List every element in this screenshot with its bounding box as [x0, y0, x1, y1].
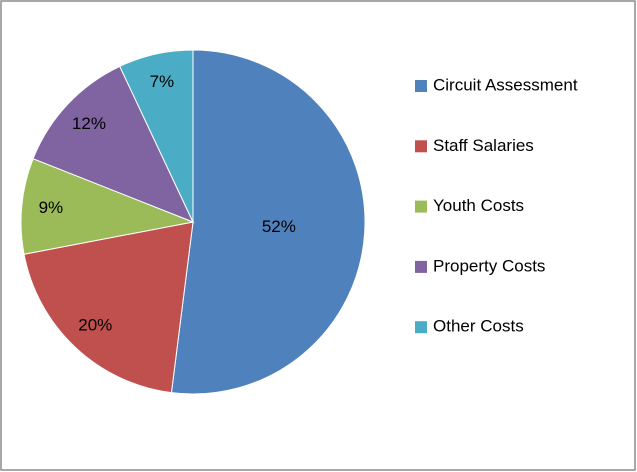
legend-label: Property Costs	[433, 256, 545, 275]
legend-label: Circuit Assessment	[433, 75, 578, 94]
pie-slice	[119, 49, 194, 223]
legend-swatch	[415, 260, 427, 273]
legend-label: Staff Salaries	[433, 136, 534, 155]
data-label: 20%	[78, 316, 112, 335]
legend-swatch	[415, 140, 427, 153]
pie-slice	[23, 221, 194, 394]
data-label: 52%	[262, 217, 296, 236]
pie-slice	[170, 49, 366, 395]
legend-swatch	[415, 200, 427, 213]
legend-swatch	[415, 80, 427, 92]
data-label: 9%	[39, 198, 64, 217]
legend-label: Youth Costs	[433, 196, 524, 215]
legend-label: Other Costs	[433, 317, 524, 336]
data-label: 7%	[150, 72, 175, 91]
data-label: 12%	[72, 114, 106, 133]
legend-swatch	[415, 321, 427, 334]
pie-slice	[20, 158, 195, 255]
pie-slice	[32, 65, 194, 223]
